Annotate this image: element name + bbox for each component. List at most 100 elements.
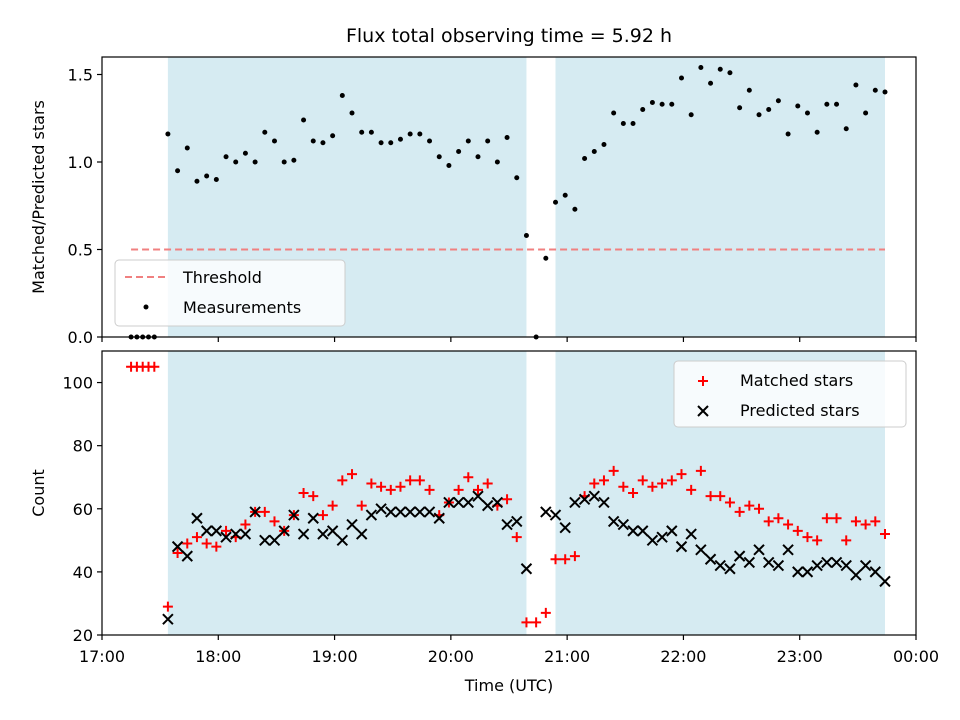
measurement-point — [281, 159, 287, 165]
x-tick-label: 19:00 — [312, 647, 358, 666]
matched-star-point — [356, 500, 367, 511]
predicted-star-point — [733, 550, 746, 562]
predicted-star-point — [346, 518, 358, 531]
measurement-point — [485, 138, 491, 144]
predicted-star-point — [830, 556, 843, 569]
predicted-star-point — [724, 563, 736, 575]
matched-star-point — [637, 475, 648, 486]
predicted-star-point — [637, 525, 649, 537]
measurement-point — [330, 133, 336, 139]
measurement-point — [456, 149, 462, 154]
matched-star-point — [734, 506, 745, 517]
y-tick-label: 80 — [73, 437, 93, 456]
predicted-star-point — [452, 496, 465, 509]
predicted-star-point — [879, 575, 891, 588]
measurement-point — [175, 168, 181, 174]
measurement-point — [669, 101, 675, 107]
predicted-star-point — [268, 534, 281, 547]
measurement-point — [843, 126, 849, 132]
matched-star-point — [317, 510, 328, 521]
predicted-star-point — [239, 528, 252, 540]
predicted-star-point — [404, 506, 416, 518]
predicted-star-point — [646, 534, 659, 547]
measurement-point — [659, 101, 665, 107]
predicted-star-point — [297, 528, 310, 540]
matched-star-point — [841, 535, 852, 546]
axes-2: 17:00 18:00 19:00 20:00 21:00 22:00 23:00 00:00… — [29, 350, 939, 695]
measurement-point — [834, 101, 840, 107]
legend-matched-swatch — [698, 376, 708, 386]
matched-star-point — [754, 503, 765, 514]
matched-star-point — [405, 475, 416, 486]
measurement-point — [698, 65, 704, 70]
measurement-point — [223, 154, 229, 160]
measurement-point — [368, 129, 374, 135]
measurement-point — [417, 131, 423, 137]
measurement-point — [572, 206, 578, 212]
measurement-point — [882, 89, 888, 95]
measurement-point — [785, 131, 791, 137]
matched-star-point — [385, 484, 396, 495]
measurement-point — [446, 163, 452, 168]
matched-star-point — [149, 361, 160, 372]
measurement-point — [388, 140, 394, 146]
measurement-point — [233, 159, 239, 165]
predicted-star-point — [782, 544, 794, 556]
series-matched-stars — [126, 361, 890, 628]
legend-predicted-label: Predicted stars — [740, 401, 860, 420]
measurement-point — [775, 98, 781, 104]
predicted-star-point — [278, 525, 290, 537]
measurement-point — [436, 154, 442, 160]
matched-star-point — [773, 513, 784, 524]
matched-star-point — [376, 481, 387, 492]
predicted-star-point — [443, 496, 455, 509]
predicted-star-point — [695, 544, 707, 556]
y-tick-label: 20 — [73, 626, 93, 645]
predicted-star-point — [666, 525, 678, 537]
measurement-point — [494, 159, 500, 165]
axes-frame — [101, 350, 917, 636]
matched-star-point — [414, 475, 425, 486]
measurement-point — [543, 255, 549, 261]
matched-star-point — [676, 469, 687, 480]
matched-star-point — [686, 484, 697, 495]
matched-star-point — [850, 516, 861, 527]
y-tick-label: 1.5 — [68, 66, 93, 85]
x-tick-label: 18:00 — [195, 647, 241, 666]
legend: Threshold Measurements — [114, 259, 346, 327]
axes-frame — [101, 56, 917, 338]
measurement-point — [407, 131, 413, 137]
matched-star-point — [347, 469, 358, 480]
predicted-star-point — [627, 525, 639, 537]
matched-star-point — [831, 513, 842, 524]
measurement-point — [814, 129, 820, 135]
matched-star-point — [221, 525, 232, 536]
predicted-star-point — [801, 566, 814, 578]
measurement-point — [688, 112, 694, 118]
matched-star-point — [569, 551, 580, 562]
predicted-star-point — [220, 531, 232, 543]
measurement-point — [301, 117, 307, 123]
predicted-star-point — [656, 531, 668, 543]
y-tick-label: 60 — [73, 500, 93, 519]
legend-matched-label: Matched stars — [740, 371, 853, 390]
predicted-star-point — [365, 509, 378, 521]
measurement-point — [746, 87, 752, 93]
predicted-star-point — [249, 506, 261, 518]
legend-measurement-label: Measurements — [183, 298, 301, 317]
measurement-point — [562, 192, 568, 198]
matched-star-point — [521, 617, 532, 628]
measurement-point — [737, 105, 743, 111]
measurement-point — [465, 138, 471, 144]
predicted-star-point — [385, 506, 397, 518]
measurement-point — [824, 101, 830, 107]
legend-box — [673, 360, 907, 428]
predicted-star-point — [481, 499, 494, 512]
predicted-star-point — [743, 556, 756, 569]
predicted-star-point — [355, 528, 368, 540]
matched-star-point — [657, 478, 668, 489]
matched-star-point — [259, 506, 270, 517]
y-axis-label: Count — [29, 469, 48, 517]
predicted-star-point — [714, 559, 726, 572]
